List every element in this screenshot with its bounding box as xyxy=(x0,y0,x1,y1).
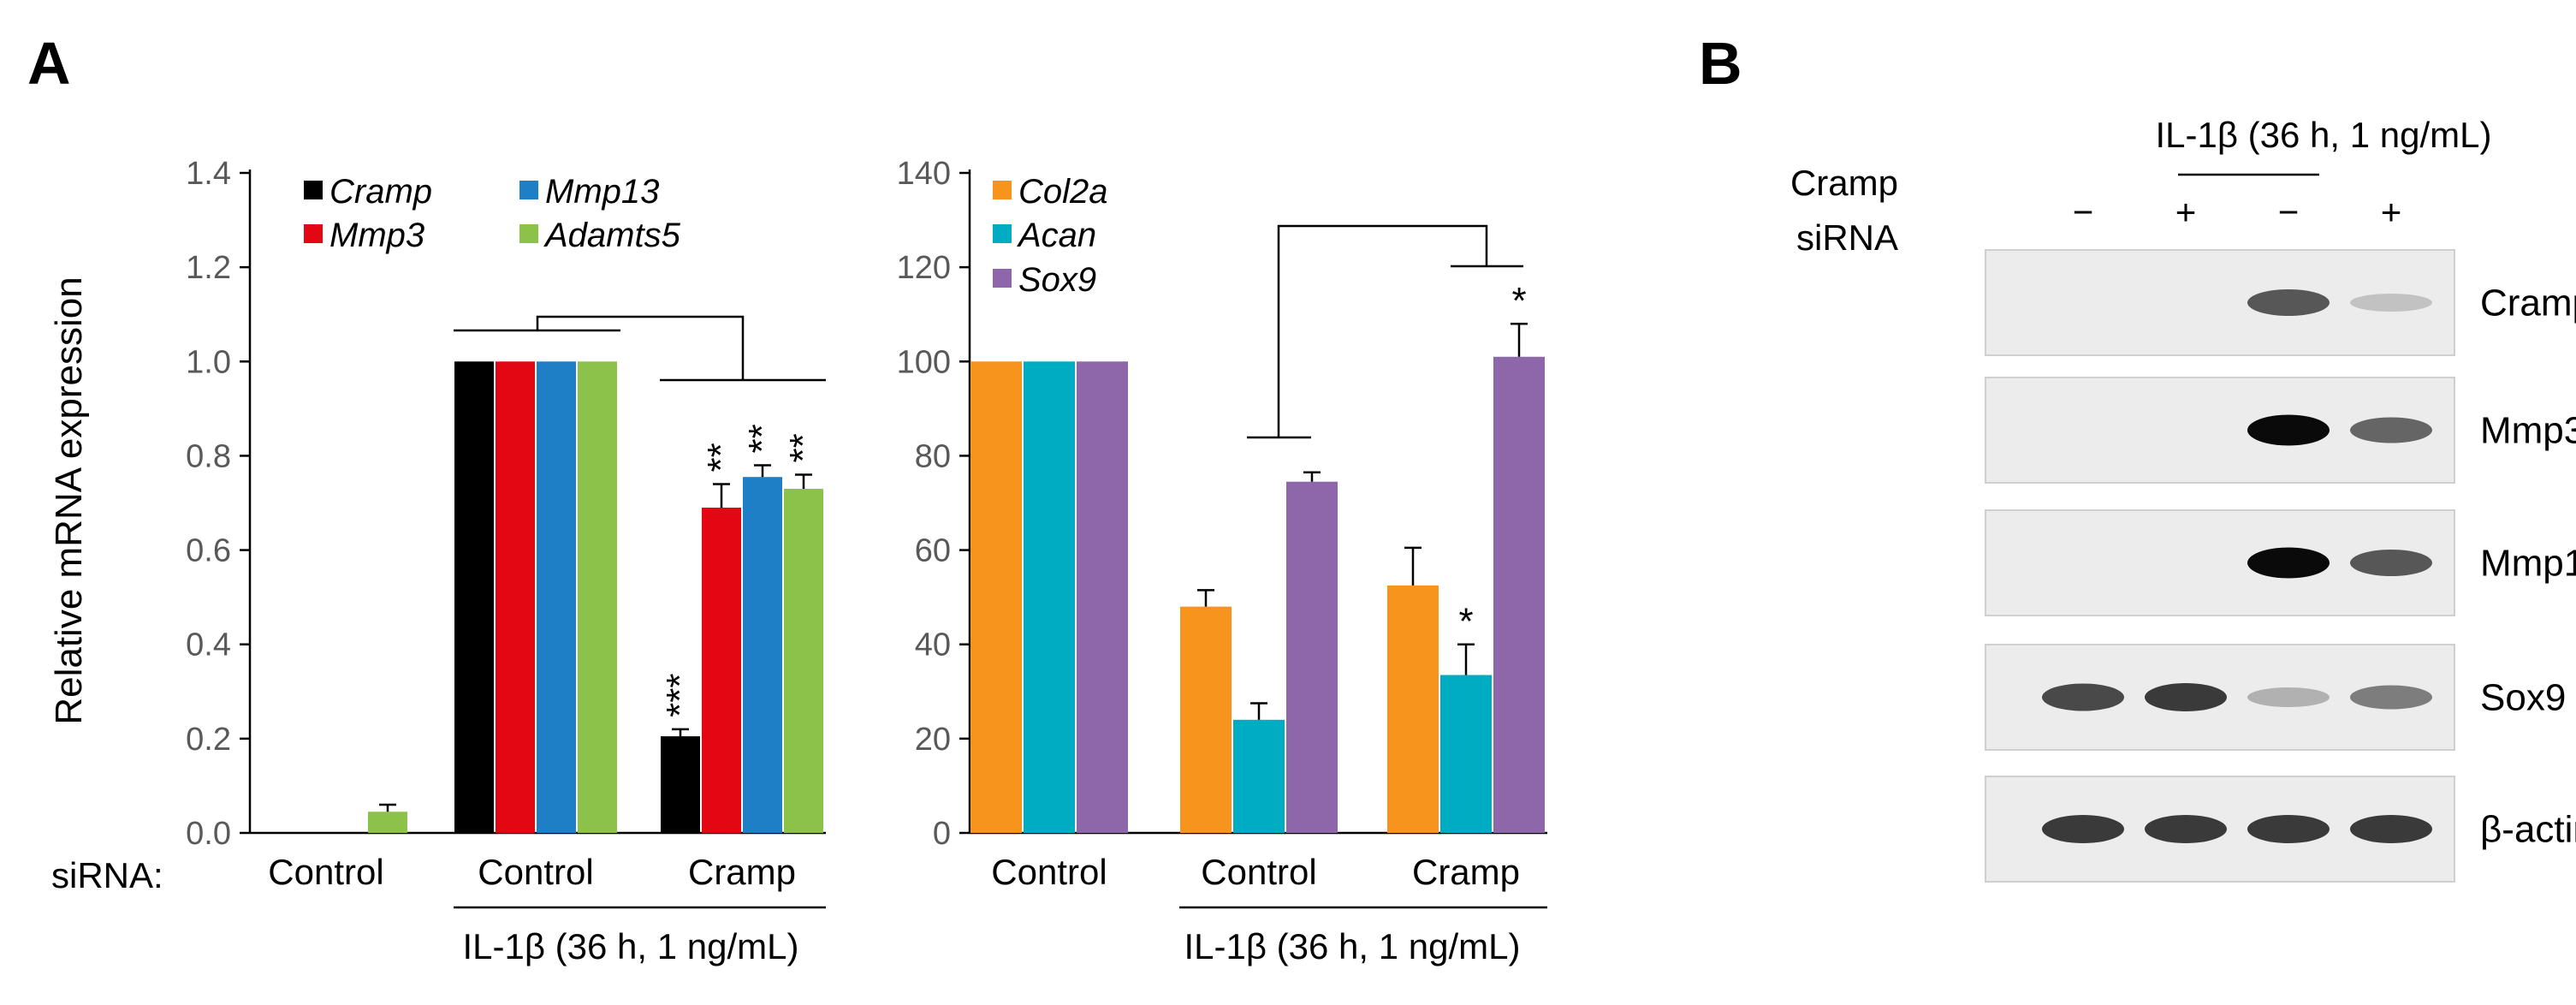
legend-entry-adamts5: Adamts5 xyxy=(543,217,681,254)
bar-col2a xyxy=(970,361,1022,833)
x-category-label: Cramp xyxy=(1412,852,1520,892)
bar-mmp3 xyxy=(702,508,741,833)
blot-band xyxy=(2247,687,2330,707)
blot-label-sox9: Sox9 xyxy=(2480,677,2566,719)
lane-sign-2: + xyxy=(2175,192,2197,232)
chart-left: Relative mRNA expression siRNA: IL-1β (3… xyxy=(48,156,826,966)
y-tick-label: 20 xyxy=(915,722,951,758)
x-category-label: Cramp xyxy=(688,852,796,892)
blot-label-mmp13: Mmp13 xyxy=(2480,543,2576,585)
comparison-bracket xyxy=(1277,224,1488,437)
bar-cramp xyxy=(454,361,494,833)
legend-entry-mmp13: Mmp13 xyxy=(545,173,659,211)
y-tick-label: 1.2 xyxy=(186,250,231,286)
bar-cramp xyxy=(661,736,700,833)
legend-swatch-col2a xyxy=(993,181,1012,199)
y-tick-label: 0.8 xyxy=(186,438,231,474)
bar-adamts5 xyxy=(578,361,617,833)
legend-swatch-acan xyxy=(993,224,1012,243)
significance-stars: *** xyxy=(659,673,701,717)
significance-stars: ** xyxy=(782,433,824,462)
x-category-label: Control xyxy=(991,852,1107,892)
y-axis-label: Relative mRNA expression xyxy=(48,277,90,724)
blot-band xyxy=(2350,550,2432,576)
bar-mmp13 xyxy=(743,477,782,833)
y-tick-label: 1.4 xyxy=(186,156,231,192)
bar-mmp13 xyxy=(537,361,576,833)
significance-stars: ** xyxy=(741,424,783,453)
bar-acan xyxy=(1440,675,1492,833)
blot-band xyxy=(2350,815,2432,843)
legend-swatch-cramp xyxy=(304,181,323,199)
legend-entry-mmp3: Mmp3 xyxy=(329,217,424,254)
blot-band xyxy=(2350,685,2432,710)
blot-label-mmp3: Mmp3 xyxy=(2480,410,2576,452)
legend-entry-acan: Acan xyxy=(1017,217,1096,254)
blot-band xyxy=(2247,815,2330,843)
significance-stars: * xyxy=(1458,601,1473,643)
blot-band xyxy=(2145,683,2227,711)
blot-row-header-cramp: Cramp xyxy=(1790,163,1898,203)
treatment-label-a2: IL-1β (36 h, 1 ng/mL) xyxy=(1184,926,1520,966)
y-tick-label: 120 xyxy=(897,250,951,286)
western-blot-panel: IL-1β (36 h, 1 ng/mL) Cramp siRNA − + − + Cr… xyxy=(1790,115,2576,883)
bar-col2a xyxy=(1387,585,1439,833)
panel-b-label: B xyxy=(1699,30,1742,97)
lane-sign-4: + xyxy=(2381,192,2402,232)
y-tick-label: 0.2 xyxy=(186,722,231,758)
bar-col2a xyxy=(1180,606,1232,833)
legend-swatch-sox9 xyxy=(993,269,1012,288)
bar-sox9 xyxy=(1493,356,1545,833)
blot-treatment-label: IL-1β (36 h, 1 ng/mL) xyxy=(2155,115,2491,155)
blot-band xyxy=(2247,414,2330,446)
blot-label-cramp: Cramp xyxy=(2480,282,2576,324)
y-tick-label: 60 xyxy=(915,533,951,569)
y-tick-label: 140 xyxy=(897,156,951,192)
x-category-label: Control xyxy=(1201,852,1316,892)
bar-mmp3 xyxy=(496,361,535,833)
blot-band xyxy=(2042,683,2124,711)
x-category-label: Control xyxy=(478,852,593,892)
y-tick-label: 40 xyxy=(915,627,951,663)
legend-entry-cramp: Cramp xyxy=(329,173,432,211)
y-tick-label: 100 xyxy=(897,344,951,380)
legend-swatch-mmp13 xyxy=(519,181,538,199)
legend-entry-sox9: Sox9 xyxy=(1018,261,1096,299)
blot-band xyxy=(2247,289,2330,316)
comparison-bracket xyxy=(536,315,745,380)
bar-acan xyxy=(1233,719,1285,833)
blot-band xyxy=(2042,815,2124,843)
y-tick-label: 0 xyxy=(933,816,951,852)
legend-swatch-mmp3 xyxy=(304,224,323,243)
significance-stars: * xyxy=(1511,280,1526,322)
y-tick-label: 0.6 xyxy=(186,533,231,569)
y-tick-label: 80 xyxy=(915,438,951,474)
blot-band xyxy=(2350,417,2432,443)
x-category-label: Control xyxy=(268,852,383,892)
chart-right: IL-1β (36 h, 1 ng/mL) 0 20 40 60 80 100 120 140… xyxy=(897,156,1547,966)
panel-a-label: A xyxy=(27,30,71,97)
bar-adamts5 xyxy=(784,488,823,833)
y-tick-label: 0.4 xyxy=(186,627,231,663)
blot-band xyxy=(2247,547,2330,579)
legend-swatch-adamts5 xyxy=(519,224,538,243)
blot-band xyxy=(2350,294,2432,312)
bar-adamts5 xyxy=(368,812,407,833)
bar-sox9 xyxy=(1286,481,1338,833)
lane-sign-3: − xyxy=(2278,192,2300,232)
treatment-label-a: IL-1β (36 h, 1 ng/mL) xyxy=(462,926,798,966)
significance-stars: ** xyxy=(700,443,742,472)
blot-row-header-sirna: siRNA xyxy=(1796,217,1898,258)
siRNA-prefix-label: siRNA: xyxy=(51,855,163,895)
legend-entry-col2a: Col2a xyxy=(1018,173,1108,211)
blot-band xyxy=(2145,815,2227,843)
y-tick-label: 1.0 xyxy=(186,344,231,380)
bar-acan xyxy=(1024,361,1075,833)
bar-sox9 xyxy=(1077,361,1128,833)
blot-label-actin: β-actin xyxy=(2480,809,2576,851)
y-tick-label: 0.0 xyxy=(186,816,231,852)
lane-sign-1: − xyxy=(2073,192,2094,232)
